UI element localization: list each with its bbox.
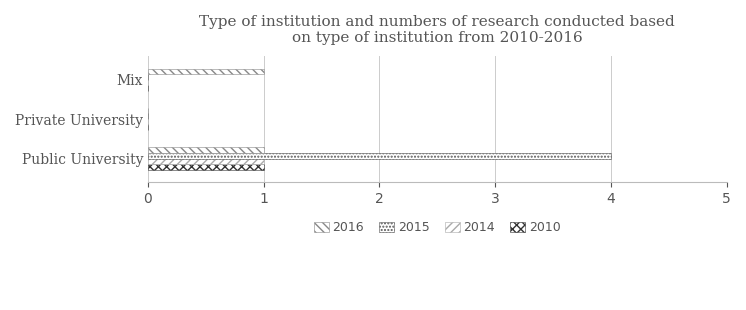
Title: Type of institution and numbers of research conducted based
on type of instituti: Type of institution and numbers of resea…	[199, 15, 675, 45]
Bar	[148, 69, 263, 74]
Bar	[148, 164, 263, 170]
Bar	[148, 153, 611, 159]
Legend: 2016, 2015, 2014, 2010: 2016, 2015, 2014, 2010	[309, 216, 565, 239]
Bar	[148, 158, 263, 164]
Bar	[148, 147, 263, 153]
